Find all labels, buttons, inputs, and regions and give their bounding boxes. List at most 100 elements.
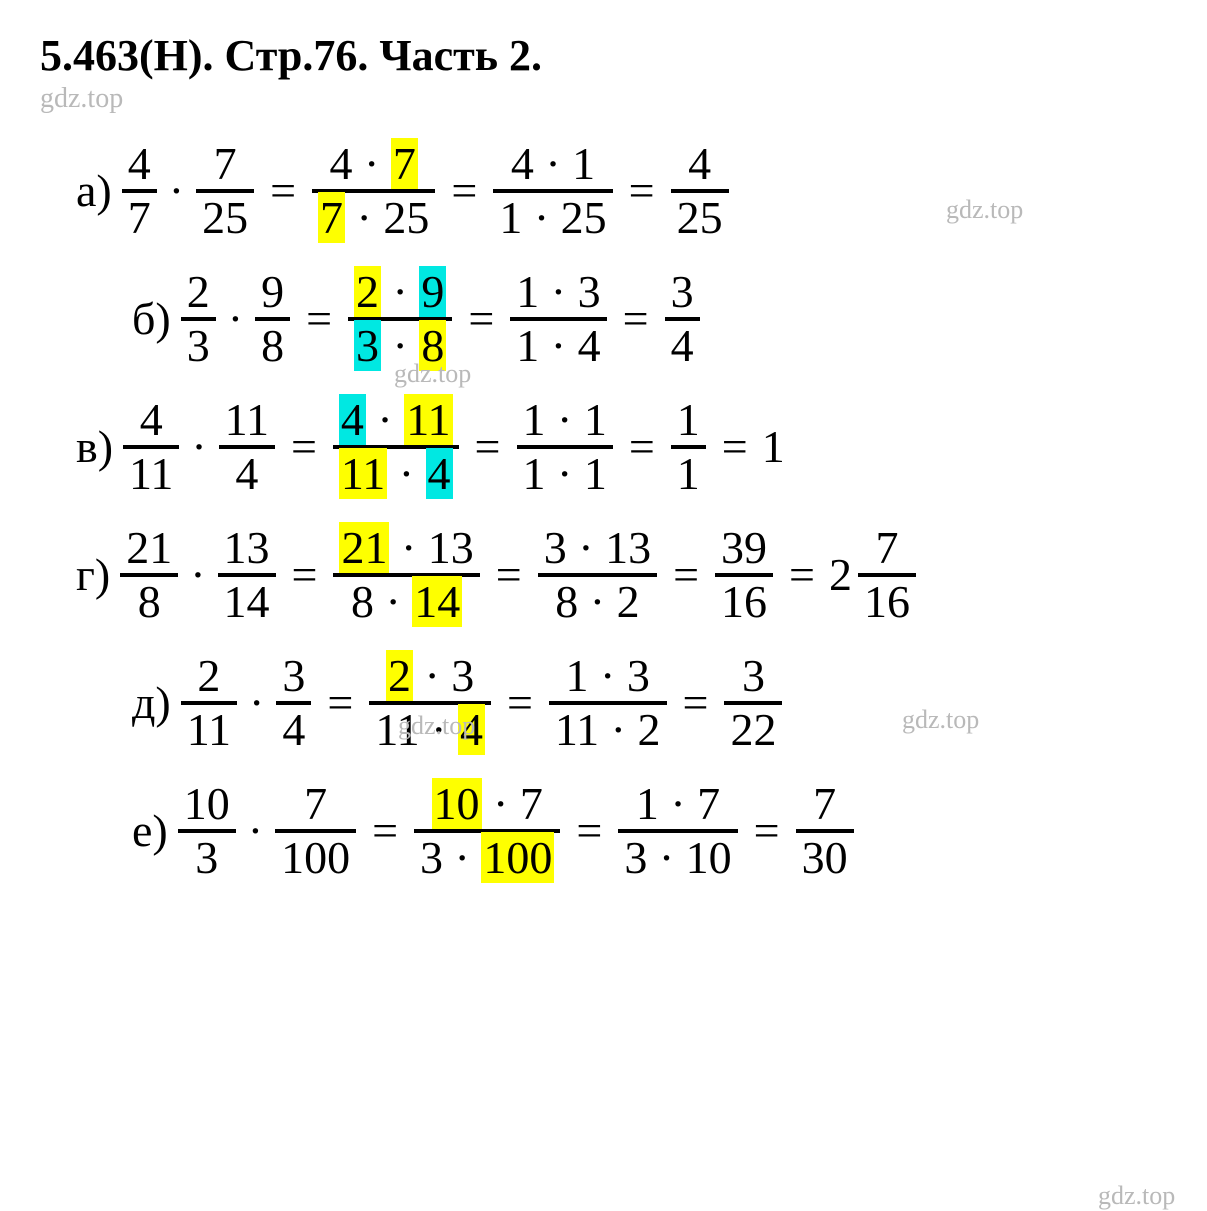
math-token: 11 [404, 394, 452, 445]
numerator: 3 · 13 [538, 523, 657, 573]
math-token: 11 [129, 448, 173, 499]
equation-row: в)411·114=4 · 1111 · 4=1 · 11 · 1=11=1 [40, 395, 1167, 499]
denominator: 1 · 25 [493, 193, 612, 243]
math-token: 7 [214, 138, 237, 189]
numerator: 13 [218, 523, 276, 573]
equals: = [461, 424, 515, 470]
fraction: 47 [122, 139, 157, 243]
equation-row: а)47·725=4 · 77 · 25=4 · 11 · 25=425 [40, 139, 1167, 243]
math-token: 4 [235, 448, 258, 499]
denominator: 4 [229, 449, 264, 499]
equals: = [313, 680, 367, 726]
math-token: · 25 [345, 192, 429, 243]
equals: = [562, 808, 616, 854]
fraction: 1 · 11 · 1 [517, 395, 613, 499]
math-token: · 13 [389, 522, 473, 573]
math-token: · [381, 266, 419, 317]
denominator: 3 · 8 [348, 321, 452, 371]
math-token: 4 [128, 138, 151, 189]
equals: = [277, 424, 331, 470]
numerator: 1 · 3 [510, 267, 606, 317]
denominator: 8 · 14 [345, 577, 468, 627]
math-token: 9 [419, 266, 446, 317]
fraction: 425 [671, 139, 729, 243]
math-token: 1 · 1 [523, 448, 607, 499]
math-token: 4 [282, 704, 305, 755]
math-token: 4 · 1 [511, 138, 595, 189]
fraction: 98 [255, 267, 290, 371]
math-token: 2 [386, 650, 413, 701]
row-label: в) [76, 424, 113, 470]
fraction: 716 [858, 523, 916, 627]
math-token: 9 [261, 266, 284, 317]
math-token: 25 [202, 192, 248, 243]
fraction: 34 [665, 267, 700, 371]
math-token: · 7 [482, 778, 543, 829]
fraction: 23 [181, 267, 216, 371]
denominator: 4 [276, 705, 311, 755]
equals: = [292, 296, 346, 342]
equals: = [740, 808, 794, 854]
numerator: 3 [665, 267, 700, 317]
fraction: 725 [196, 139, 254, 243]
fraction: 114 [219, 395, 275, 499]
math-token: 1 · 7 [636, 778, 720, 829]
denominator: 3 · 100 [414, 833, 560, 883]
denominator: 11 · 2 [549, 705, 667, 755]
math-token: 11 [187, 704, 231, 755]
math-token: 7 [813, 778, 836, 829]
numerator: 2 · 9 [348, 267, 452, 317]
equals: = [615, 168, 669, 214]
math-token: 30 [802, 832, 848, 883]
math-token: 7 [128, 192, 151, 243]
fraction: 2 · 311 · 4 [369, 651, 491, 755]
math-token: 14 [224, 576, 270, 627]
denominator: 1 · 4 [510, 321, 606, 371]
fraction: 34 [276, 651, 311, 755]
math-token: 39 [721, 522, 767, 573]
math-token: 11 [339, 448, 387, 499]
math-token: 14 [412, 576, 462, 627]
denominator: 16 [715, 577, 773, 627]
math-token: 3 [354, 320, 381, 371]
equals: = [278, 552, 332, 598]
watermark: gdz.top [1098, 1181, 1175, 1211]
fraction: 2 · 93 · 8 [348, 267, 452, 371]
equals: = [615, 424, 669, 470]
denominator: 1 [671, 449, 706, 499]
math-token: 3 [282, 650, 305, 701]
numerator: 9 [255, 267, 290, 317]
math-token: 21 [126, 522, 172, 573]
equals: = [659, 552, 713, 598]
math-token: 4 [339, 394, 366, 445]
numerator: 4 [682, 139, 717, 189]
math-token: 4 · [330, 138, 391, 189]
equals: = [437, 168, 491, 214]
denominator: 25 [196, 193, 254, 243]
math-token: 7 [391, 138, 418, 189]
fraction: 411 [123, 395, 179, 499]
numerator: 7 [869, 523, 904, 573]
denominator: 11 [123, 449, 179, 499]
operator: · [181, 424, 216, 470]
denominator: 1 · 1 [517, 449, 613, 499]
row-label: а) [76, 168, 112, 214]
numerator: 11 [219, 395, 275, 445]
denominator: 4 [665, 321, 700, 371]
math-token: 4 [140, 394, 163, 445]
math-token: · [381, 320, 419, 371]
numerator: 21 [120, 523, 178, 573]
fraction: 4 · 1111 · 4 [333, 395, 459, 499]
denominator: 8 [132, 577, 167, 627]
math-token: 3 [187, 320, 210, 371]
fraction: 11 [671, 395, 706, 499]
numerator: 10 [178, 779, 236, 829]
math-token: 4 [671, 320, 694, 371]
math-token: 3 · [420, 832, 481, 883]
denominator: 11 · 4 [369, 705, 491, 755]
denominator: 3 · 10 [618, 833, 737, 883]
math-token: 8 [261, 320, 284, 371]
math-token: 11 · 2 [555, 704, 661, 755]
denominator: 3 [189, 833, 224, 883]
fraction: 7100 [275, 779, 356, 883]
